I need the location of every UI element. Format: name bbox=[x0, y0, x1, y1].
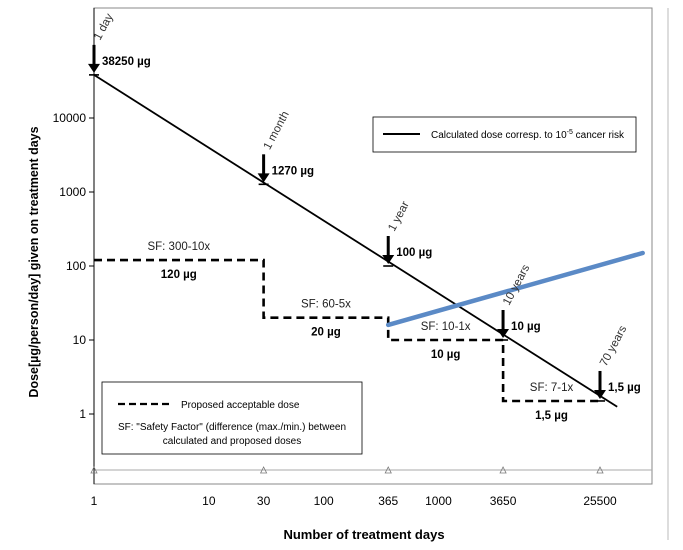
marker-period-label: 1 month bbox=[262, 109, 292, 151]
marker-value-label: 100 µg bbox=[396, 247, 432, 259]
x-tick-label: 1000 bbox=[425, 494, 452, 508]
segment-dose-label: 10 µg bbox=[431, 349, 461, 361]
time-markers: 1 day 38250 µg 1 month 1270 µg 1 year 100 µg 1… bbox=[88, 12, 641, 399]
marker-value-label: 1,5 µg bbox=[608, 382, 641, 394]
segment-dose-label: 20 µg bbox=[311, 327, 341, 339]
marker-period-label: 1 year bbox=[386, 199, 412, 233]
series-layer bbox=[89, 74, 645, 408]
segment-labels: SF: 300-10x 120 µg SF: 60-5x 20 µg SF: 10-1x… bbox=[147, 241, 573, 422]
x-axis-triangle-marker bbox=[596, 466, 604, 474]
x-tick-label: 30 bbox=[257, 494, 271, 508]
series-proposed-dose bbox=[94, 258, 600, 403]
x-tick-label: 10 bbox=[202, 494, 216, 508]
x-axis-title: Number of treatment days bbox=[283, 527, 444, 542]
marker-value-label: 10 µg bbox=[511, 321, 541, 333]
x-tick-label: 3650 bbox=[490, 494, 517, 508]
marker-value-label: 38250 µg bbox=[102, 56, 151, 68]
x-tick-label: 100 bbox=[314, 494, 334, 508]
marker-arrow-head bbox=[88, 63, 100, 73]
legend-bottom-note-1: SF: "Safety Factor" (difference (max./mi… bbox=[118, 422, 346, 433]
y-tick-label: 100 bbox=[66, 259, 86, 273]
marker-arrow-head bbox=[497, 329, 510, 338]
x-tick-label: 365 bbox=[378, 494, 398, 508]
segment-dose-label: 120 µg bbox=[161, 269, 197, 281]
legend-bottom-note-2: calculated and proposed doses bbox=[163, 436, 301, 447]
y-tick-label: 10000 bbox=[53, 111, 87, 125]
legend-top-superscript: -5 bbox=[567, 129, 573, 136]
legend-bottom-label: Proposed acceptable dose bbox=[181, 400, 300, 411]
y-axis-title: Dose[µg/person/day] given on treatment d… bbox=[27, 126, 41, 397]
marker-arrow-head bbox=[382, 255, 395, 264]
legend-bottom: Proposed acceptable dose SF: "Safety Fac… bbox=[101, 381, 363, 455]
marker-period-label: 1 day bbox=[92, 12, 116, 43]
legend-bottom-box bbox=[101, 381, 363, 455]
y-tick-label: 10 bbox=[73, 333, 87, 347]
x-axis-triangle-marker bbox=[499, 466, 507, 474]
segment-dose-label: 1,5 µg bbox=[535, 410, 568, 422]
series-calculated-dose bbox=[93, 74, 618, 408]
x-axis-triangle-marker bbox=[384, 466, 392, 474]
segment-sf-label: SF: 60-5x bbox=[301, 299, 351, 311]
marker-value-label: 1270 µg bbox=[272, 165, 314, 177]
legend-top-text: Calculated dose corresp. to 10 bbox=[431, 130, 567, 141]
x-tick-label: 1 bbox=[91, 494, 98, 508]
marker-arrow-head bbox=[257, 173, 270, 183]
legend-top: Calculated dose corresp. to 10-5 cancer … bbox=[372, 116, 637, 153]
x-tick-label: 25500 bbox=[583, 494, 617, 508]
axes: 10000 1000 100 10 1 1 10 30 100 365 1000 3650 25500 bbox=[53, 8, 652, 508]
marker-period-label: 70 years bbox=[598, 324, 629, 369]
y-tick-label: 1 bbox=[79, 407, 86, 421]
y-tick-label: 1000 bbox=[59, 185, 86, 199]
legend-top-label: Calculated dose corresp. to 10-5 cancer … bbox=[431, 129, 625, 141]
segment-sf-label: SF: 300-10x bbox=[147, 241, 210, 253]
x-axis-triangle-marker bbox=[259, 466, 268, 474]
x-axis-triangle-marker bbox=[90, 466, 98, 474]
series-blue-line bbox=[385, 250, 645, 328]
legend-top-suffix: cancer risk bbox=[573, 130, 625, 141]
segment-sf-label: SF: 7-1x bbox=[530, 382, 574, 394]
marker-arrow-head bbox=[594, 389, 606, 399]
segment-sf-label: SF: 10-1x bbox=[421, 321, 471, 333]
